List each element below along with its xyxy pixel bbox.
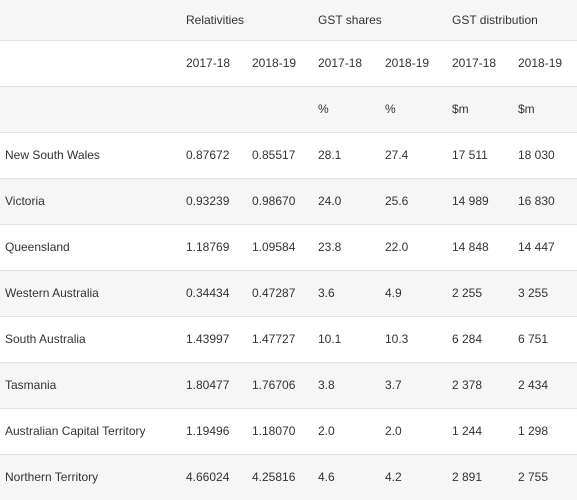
- value-cell: 18 030: [513, 132, 577, 179]
- value-cell: 10.3: [380, 316, 447, 363]
- year-header-cell: 2018-19: [380, 40, 447, 87]
- state-name-cell: Northern Territory: [0, 454, 181, 500]
- value-cell: 4.66024: [181, 454, 247, 500]
- value-cell: 0.87672: [181, 132, 247, 179]
- unit-header-cell: %: [380, 86, 447, 133]
- value-cell: 1.47727: [247, 316, 313, 363]
- year-header-cell: 2018-19: [513, 40, 577, 87]
- table-row: Tasmania 1.80477 1.76706 3.8 3.7 2 378 2…: [0, 362, 577, 409]
- value-cell: 1.43997: [181, 316, 247, 363]
- value-cell: 2 755: [513, 454, 577, 500]
- table-row: Northern Territory 4.66024 4.25816 4.6 4…: [0, 454, 577, 500]
- state-name-cell: Tasmania: [0, 362, 181, 409]
- unit-header-cell: $m: [513, 86, 577, 133]
- value-cell: 1 244: [447, 408, 513, 455]
- year-header-cell: 2017-18: [447, 40, 513, 87]
- group-header-row: Relativities GST shares GST distribution: [0, 0, 577, 41]
- header-empty-cell: [0, 86, 181, 133]
- table-row: Western Australia 0.34434 0.47287 3.6 4.…: [0, 270, 577, 317]
- value-cell: 4.2: [380, 454, 447, 500]
- value-cell: 25.6: [380, 178, 447, 225]
- value-cell: 2 434: [513, 362, 577, 409]
- state-name-cell: Victoria: [0, 178, 181, 225]
- unit-header-cell: [247, 86, 313, 133]
- group-header-relativities: Relativities: [181, 0, 313, 41]
- year-header-cell: 2018-19: [247, 40, 313, 87]
- value-cell: 4.25816: [247, 454, 313, 500]
- group-header-gst-shares: GST shares: [313, 0, 447, 41]
- value-cell: 3.7: [380, 362, 447, 409]
- year-header-row: 2017-18 2018-19 2017-18 2018-19 2017-18 …: [0, 40, 577, 87]
- value-cell: 2 891: [447, 454, 513, 500]
- value-cell: 1.80477: [181, 362, 247, 409]
- table-row: Queensland 1.18769 1.09584 23.8 22.0 14 …: [0, 224, 577, 271]
- value-cell: 0.47287: [247, 270, 313, 317]
- value-cell: 3 255: [513, 270, 577, 317]
- value-cell: 1 298: [513, 408, 577, 455]
- value-cell: 14 848: [447, 224, 513, 271]
- value-cell: 27.4: [380, 132, 447, 179]
- value-cell: 24.0: [313, 178, 380, 225]
- value-cell: 0.98670: [247, 178, 313, 225]
- value-cell: 14 447: [513, 224, 577, 271]
- state-name-cell: South Australia: [0, 316, 181, 363]
- value-cell: 14 989: [447, 178, 513, 225]
- value-cell: 22.0: [380, 224, 447, 271]
- value-cell: 0.85517: [247, 132, 313, 179]
- table-row: Victoria 0.93239 0.98670 24.0 25.6 14 98…: [0, 178, 577, 225]
- state-name-cell: Australian Capital Territory: [0, 408, 181, 455]
- value-cell: 10.1: [313, 316, 380, 363]
- unit-header-cell: %: [313, 86, 380, 133]
- year-header-cell: 2017-18: [313, 40, 380, 87]
- value-cell: 2 255: [447, 270, 513, 317]
- value-cell: 4.9: [380, 270, 447, 317]
- value-cell: 28.1: [313, 132, 380, 179]
- unit-header-cell: [181, 86, 247, 133]
- value-cell: 2.0: [380, 408, 447, 455]
- value-cell: 0.34434: [181, 270, 247, 317]
- value-cell: 4.6: [313, 454, 380, 500]
- header-empty-cell: [0, 40, 181, 87]
- header-empty-cell: [0, 0, 181, 41]
- year-header-cell: 2017-18: [181, 40, 247, 87]
- state-name-cell: Queensland: [0, 224, 181, 271]
- value-cell: 1.18070: [247, 408, 313, 455]
- value-cell: 6 751: [513, 316, 577, 363]
- value-cell: 2 378: [447, 362, 513, 409]
- state-name-cell: Western Australia: [0, 270, 181, 317]
- value-cell: 3.8: [313, 362, 380, 409]
- group-header-gst-distribution: GST distribution: [447, 0, 577, 41]
- value-cell: 2.0: [313, 408, 380, 455]
- value-cell: 0.93239: [181, 178, 247, 225]
- value-cell: 16 830: [513, 178, 577, 225]
- value-cell: 6 284: [447, 316, 513, 363]
- state-name-cell: New South Wales: [0, 132, 181, 179]
- value-cell: 1.76706: [247, 362, 313, 409]
- value-cell: 1.19496: [181, 408, 247, 455]
- value-cell: 3.6: [313, 270, 380, 317]
- table-row: Australian Capital Territory 1.19496 1.1…: [0, 408, 577, 455]
- table-row: New South Wales 0.87672 0.85517 28.1 27.…: [0, 132, 577, 179]
- table-row: South Australia 1.43997 1.47727 10.1 10.…: [0, 316, 577, 363]
- value-cell: 1.18769: [181, 224, 247, 271]
- unit-header-cell: $m: [447, 86, 513, 133]
- value-cell: 1.09584: [247, 224, 313, 271]
- value-cell: 17 511: [447, 132, 513, 179]
- unit-header-row: % % $m $m: [0, 86, 577, 133]
- value-cell: 23.8: [313, 224, 380, 271]
